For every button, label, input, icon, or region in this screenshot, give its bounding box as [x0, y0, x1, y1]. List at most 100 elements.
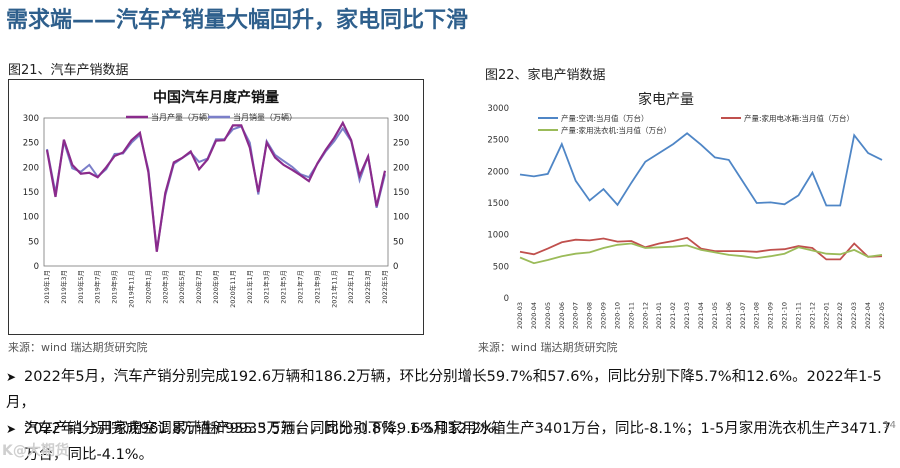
appliance-legend: 产量:空调:当月值（万台） 产量:家用电冰箱:当月值（万台） 产量:家用洗衣机:…	[538, 113, 854, 135]
car-ytick-right: 50	[393, 237, 404, 247]
app-ytick-label: 2500	[487, 136, 509, 146]
car-xtick-label: 2020年11月	[228, 270, 237, 308]
app-xtick-label: 2022-05	[878, 302, 886, 329]
app-xtick-label: 2020-12	[641, 302, 649, 329]
bullet-2-line-2: 万台，同比-4.1%。	[24, 447, 154, 463]
car-ytick-right: 200	[393, 163, 409, 173]
car-ytick-right: 250	[393, 139, 409, 149]
bullet-2-line-1: 2022年1-5月家用空调累计生产9933.5万台，同比-0.8%；1-5月家用…	[24, 421, 891, 437]
car-ytick-right: 150	[393, 188, 409, 198]
car-xtick-label: 2019年7月	[93, 270, 102, 304]
app-xtick-label: 2021-06	[725, 302, 733, 329]
app-xtick-label: 2021-07	[739, 302, 747, 329]
car-ytick-left: 300	[23, 114, 39, 124]
car-xtick-label: 2019年9月	[110, 270, 119, 304]
app-ytick-label: 1000	[487, 231, 509, 241]
car-xtick-label: 2020年9月	[211, 270, 220, 304]
car-production-line	[45, 120, 387, 252]
car-ytick-left: 200	[23, 163, 39, 173]
app-legend-fridge: 产量:家用电冰箱:当月值（万台）	[744, 113, 854, 123]
app-xtick-label: 2020-05	[544, 302, 552, 329]
arrow-bullet-icon: ➤	[6, 422, 17, 436]
washer-production-line	[519, 242, 883, 265]
app-xtick-label: 2021-03	[683, 302, 691, 329]
app-legend-ac: 产量:空调:当月值（万台）	[561, 113, 649, 123]
arrow-bullet-icon: ➤	[6, 370, 17, 384]
car-axes: 0 0 50 50 100 100 150 150 200 200 250 250 300 300 2019…	[23, 114, 409, 308]
app-xtick-label: 2022-02	[836, 302, 844, 329]
ac-production-line	[519, 132, 883, 207]
bullet-2: ➤ 2022年1-5月家用空调累计生产9933.5万台，同比-0.8%；1-5月家…	[6, 416, 894, 468]
app-legend-washer: 产量:家用洗衣机:当月值（万台）	[561, 125, 671, 135]
car-ytick-left: 50	[28, 237, 39, 247]
app-xtick-label: 2020-04	[530, 302, 538, 329]
app-xtick-label: 2022-03	[850, 302, 858, 329]
car-xtick-label: 2020年1月	[143, 270, 152, 304]
appliance-axes: 0 500 1000 1500 2000 2500 3000 2020-03 2020-04 20…	[487, 104, 886, 329]
car-legend-prod: 当月产量（万辆）	[151, 112, 215, 122]
car-chart-title: 中国汽车月度产销量	[153, 89, 279, 106]
car-ytick-left: 0	[34, 262, 39, 272]
app-ytick-label: 0	[504, 294, 509, 304]
app-ytick-label: 2000	[487, 167, 509, 177]
car-ytick-right: 0	[393, 262, 398, 272]
car-ytick-right: 300	[393, 114, 409, 124]
app-ytick-label: 3000	[487, 104, 509, 114]
car-ytick-left: 250	[23, 139, 39, 149]
car-xtick-label: 2021年11月	[329, 270, 338, 308]
bullet-1: ➤ 2022年5月，汽车产销分别完成192.6万辆和186.2万辆，环比分别增长5…	[6, 364, 894, 442]
app-xtick-label: 2021-12	[808, 302, 816, 329]
appliance-chart-svg: 家电产量 产量:空调:当月值（万台） 产量:家用电冰箱:当月值（万台） 产量:家…	[487, 91, 886, 329]
car-legend-sales: 当月销量（万辆）	[233, 112, 297, 122]
app-xtick-label: 2020-06	[558, 302, 566, 329]
page-number: 14	[883, 420, 896, 431]
car-xtick-label: 2021年3月	[262, 270, 271, 304]
appliance-chart: 家电产量 产量:空调:当月值（万台） 产量:家用电冰箱:当月值（万台） 产量:家…	[478, 86, 892, 332]
app-xtick-label: 2020-10	[613, 302, 621, 329]
figure-22-source: 来源：wind 瑞达期货研究院	[478, 341, 618, 354]
app-xtick-label: 2021-05	[711, 302, 719, 329]
car-xtick-label: 2019年1月	[42, 270, 51, 304]
app-xtick-label: 2020-09	[600, 302, 608, 329]
bullet-1-line-2: 汽车产销分别完成961.8万辆和955.5万辆，同比分别下降9.6%和12.2%…	[24, 421, 509, 437]
car-xtick-label: 2022年5月	[380, 270, 389, 304]
app-xtick-label: 2020-08	[586, 302, 594, 329]
car-xtick-label: 2021年1月	[245, 270, 254, 304]
car-xtick-label: 2021年7月	[296, 270, 305, 304]
app-xtick-label: 2021-08	[753, 302, 761, 329]
car-xtick-label: 2021年9月	[312, 270, 321, 304]
car-xtick-label: 2022年3月	[363, 270, 372, 304]
car-chart: 中国汽车月度产销量 当月产量（万辆） 当月销量（万辆） 0 0 50 50 100 100…	[8, 79, 424, 335]
figure-21-source: 来源：wind 瑞达期货研究院	[8, 341, 148, 354]
app-xtick-label: 2020-03	[516, 302, 524, 329]
car-legend: 当月产量（万辆） 当月销量（万辆）	[126, 112, 297, 122]
car-xtick-label: 2022年1月	[346, 270, 355, 304]
app-xtick-label: 2021-04	[697, 302, 705, 329]
car-xtick-label: 2019年5月	[76, 270, 85, 304]
figure-22-label: 图22、家电产销数据	[485, 68, 606, 83]
app-xtick-label: 2021-01	[655, 302, 663, 329]
appliance-chart-title: 家电产量	[638, 91, 694, 108]
bullet-1-line-1: 2022年5月，汽车产销分别完成192.6万辆和186.2万辆，环比分别增长59…	[6, 369, 882, 411]
app-ytick-label: 1500	[487, 199, 509, 209]
car-xtick-label: 2019年11月	[127, 270, 136, 308]
car-xtick-label: 2020年7月	[194, 270, 203, 304]
car-series	[45, 120, 387, 252]
appliance-series	[519, 132, 883, 265]
app-ytick-label: 500	[493, 262, 509, 272]
app-xtick-label: 2021-11	[794, 302, 802, 329]
app-xtick-label: 2020-11	[627, 302, 635, 329]
car-xtick-label: 2021年5月	[279, 270, 288, 304]
car-xtick-label: 2020年3月	[160, 270, 169, 304]
car-chart-svg: 中国汽车月度产销量 当月产量（万辆） 当月销量（万辆） 0 0 50 50 100 100…	[8, 79, 424, 335]
app-xtick-label: 2021-10	[781, 302, 789, 329]
fridge-production-line	[519, 236, 883, 261]
app-xtick-label: 2022-04	[864, 302, 872, 329]
app-xtick-label: 2020-07	[572, 302, 580, 329]
car-ytick-left: 100	[23, 213, 39, 223]
app-xtick-label: 2021-09	[767, 302, 775, 329]
page-title: 需求端——汽车产销量大幅回升，家电同比下滑	[6, 8, 469, 33]
app-xtick-label: 2021-02	[669, 302, 677, 329]
car-ytick-left: 150	[23, 188, 39, 198]
car-ytick-right: 100	[393, 213, 409, 223]
